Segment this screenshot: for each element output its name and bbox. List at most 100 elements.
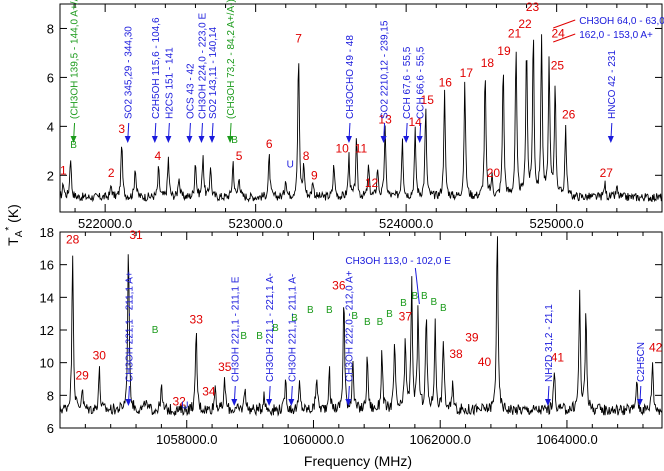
peak-annotation-U: U — [287, 159, 294, 170]
peak-annotation-9: 9 — [311, 169, 318, 183]
peak-annotation-14: 14 — [409, 115, 423, 129]
species-label: CH3OH 113,0 - 102,0 E — [345, 256, 451, 267]
x-tick-label: 1064000.0 — [536, 432, 597, 447]
y-tick-label: 8 — [47, 21, 54, 36]
species-label: SO2 345,29 - 344,30 — [124, 26, 135, 119]
y-tick-label: 12 — [40, 323, 54, 338]
peak-annotation-22: 22 — [518, 17, 532, 31]
peak-annotation-U: U — [181, 401, 188, 412]
peak-annotation-30: 30 — [93, 349, 107, 363]
species-label: CH3OCHO 49 - 48 — [345, 35, 356, 119]
peak-annotation-19: 19 — [497, 44, 511, 58]
x-tick-label: 523000.0 — [229, 216, 283, 231]
peak-annotation-32: 32 — [172, 394, 186, 408]
peak-annotation-18: 18 — [481, 56, 495, 70]
peak-annotation-12: 12 — [365, 176, 379, 190]
peak-annotation-8: 8 — [303, 149, 310, 163]
peak-annotation-38: 38 — [449, 347, 463, 361]
y-tick-label: 14 — [40, 290, 54, 305]
blend-marker: B — [152, 325, 159, 336]
species-label: (CH3OH 139,5 - 144,0 A+/A-) — [70, 0, 81, 119]
peak-annotation-6: 6 — [266, 137, 273, 151]
peak-annotation-29: 29 — [75, 368, 89, 382]
y-tick-label: 10 — [40, 356, 54, 371]
x-tick-label: 1060000.0 — [283, 432, 344, 447]
peak-annotation-35: 35 — [218, 360, 232, 374]
peak-annotation-5: 5 — [236, 149, 243, 163]
peak-annotation-16: 16 — [439, 76, 453, 90]
y-tick-label: 8 — [47, 388, 54, 403]
y-axis-label: TA* (K) — [4, 204, 25, 246]
peak-annotation-41: 41 — [551, 350, 565, 364]
blend-marker: B — [431, 297, 438, 308]
peak-annotation-20: 20 — [487, 166, 501, 180]
peak-annotation-31: 31 — [129, 228, 143, 242]
x-tick-label: 1062000.0 — [409, 432, 470, 447]
peak-annotation-2: 2 — [108, 166, 115, 180]
species-label: SO2 143,11 - 140,14 — [208, 26, 219, 119]
svg-text:TA* (K): TA* (K) — [4, 204, 25, 246]
blend-marker: B — [386, 309, 393, 320]
y-axis-label-superscript: * — [4, 227, 15, 231]
species-label: 162,0 - 153,0 A+ — [579, 30, 653, 41]
species-label: OCS 43 - 42 — [185, 63, 196, 119]
peak-annotation-1: 1 — [60, 164, 67, 178]
blend-marker: B — [307, 305, 314, 316]
species-label: C2H5OH 115,6 - 104,6 — [151, 17, 162, 119]
y-tick-label: 4 — [47, 119, 54, 134]
x-axis-label: Frequency (MHz) — [304, 453, 412, 469]
peak-annotation-34: 34 — [202, 385, 216, 399]
blend-marker: B — [364, 317, 371, 328]
x-tick-label: 1058000.0 — [156, 432, 217, 447]
peak-annotation-42: 42 — [649, 341, 663, 355]
y-axis-label-symbol: T — [5, 237, 21, 246]
y-tick-label: 2 — [47, 168, 54, 183]
peak-annotation-39: 39 — [465, 331, 479, 345]
blend-marker: B — [291, 313, 298, 324]
species-label: CH3OH 221,1 - 211,1 A- — [287, 274, 298, 382]
y-tick-label: 6 — [47, 421, 54, 436]
x-tick-label: 522000.0 — [78, 216, 132, 231]
blend-marker: B — [256, 331, 263, 342]
blend-marker: B — [400, 298, 407, 309]
species-label: H2CS 151 - 141 — [164, 47, 175, 119]
species-label: CH3OH 221,1 - 221,1 A- — [265, 273, 276, 382]
peak-annotation-37: 37 — [399, 309, 413, 323]
species-label: CH3OH 64,0 - 63,0 E/ — [579, 16, 664, 27]
species-label: CH3OH 221,1 - 211,1 A+ — [124, 271, 135, 382]
peak-annotation-3: 3 — [118, 122, 125, 136]
peak-annotation-28: 28 — [66, 233, 80, 247]
peak-annotation-17: 17 — [460, 66, 474, 80]
x-tick-label: 524000.0 — [379, 216, 433, 231]
blend-marker: B — [326, 305, 333, 316]
blend-marker: B — [240, 331, 247, 342]
x-tick-label: 525000.0 — [530, 216, 584, 231]
blend-marker: B — [412, 291, 419, 302]
species-label: (CH3OH 73,2 - 84,2 A+/A-) — [226, 0, 237, 119]
peak-annotation-27: 27 — [600, 166, 614, 180]
peak-annotation-15: 15 — [421, 93, 435, 107]
species-label: C2H5CN — [636, 342, 647, 382]
peak-annotation-26: 26 — [562, 107, 576, 121]
species-label: CH3OH 222,0 - 212,0 A+ — [344, 270, 355, 382]
y-tick-label: 6 — [47, 70, 54, 85]
peak-annotation-11: 11 — [355, 142, 368, 156]
species-label: CH3OH 221,1 - 211,1 E — [230, 276, 241, 382]
y-tick-label: 16 — [40, 258, 54, 273]
top-plot-frame — [59, 3, 663, 213]
peak-annotation-13: 13 — [378, 112, 392, 126]
peak-annotation-23: 23 — [526, 0, 540, 14]
peak-annotation-7: 7 — [295, 32, 302, 46]
species-label: NH2D 31,2 - 21,1 — [544, 304, 555, 382]
species-label: HNCO 42 - 231 — [607, 50, 618, 119]
species-label: CCH 67,6 - 55,5 — [402, 46, 413, 119]
peak-annotation-25: 25 — [551, 59, 565, 73]
y-axis-label-subscript: A — [14, 230, 25, 237]
species-label: CCH 66,6 - 55,5 — [416, 46, 427, 119]
species-label: CH3OH 224,0 - 223,0 E — [197, 13, 208, 119]
peak-annotation-B: B — [231, 135, 238, 146]
peak-annotation-40: 40 — [478, 355, 492, 369]
